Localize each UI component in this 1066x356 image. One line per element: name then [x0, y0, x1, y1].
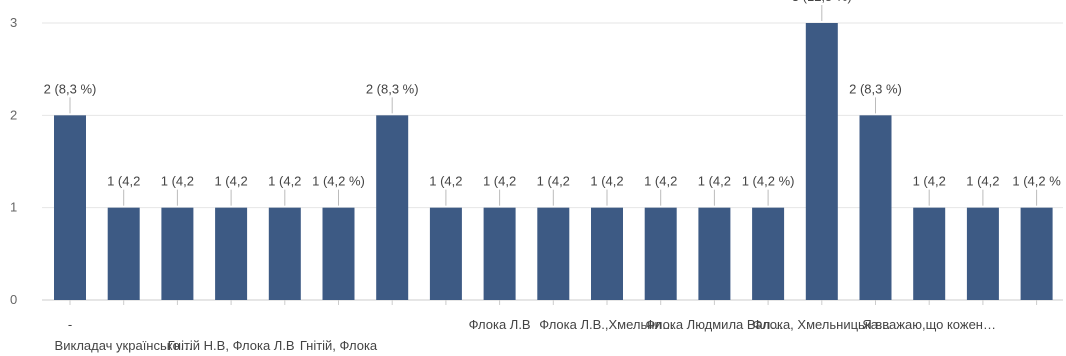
x-tick-label: Флока, Хмельницька…: [753, 317, 891, 332]
y-tick-label: 0: [10, 292, 17, 307]
y-tick-label: 2: [10, 107, 17, 122]
data-label: 3 (12,5 %): [792, 0, 852, 4]
x-tick-label: Я вважаю,що кожен…: [862, 317, 996, 332]
bar: [483, 207, 516, 300]
bar: [322, 207, 355, 300]
data-label: 1 (4,2: [483, 174, 516, 189]
bar: [913, 207, 946, 300]
bar: [268, 207, 301, 300]
data-label: 2 (8,3 %): [44, 81, 97, 96]
y-axis: 0 1 2 3: [10, 15, 17, 307]
bar: [429, 207, 462, 300]
bar: [805, 23, 838, 300]
data-label: 1 (4,2: [268, 174, 301, 189]
x-tick-label: Флока Людмила Вал…: [645, 317, 783, 332]
x-axis: - Викладач українсько…Гнітій Н.В, Флока Л…: [55, 300, 1038, 353]
x-tick-label: -: [68, 317, 72, 332]
bar: [215, 207, 248, 300]
data-label: 1 (4,2: [913, 174, 946, 189]
bar: [1020, 207, 1053, 300]
x-tick-label: Викладач українсько…: [55, 338, 193, 353]
data-label: 1 (4,2: [214, 174, 247, 189]
data-label: 2 (8,3 %): [849, 81, 902, 96]
bar: [161, 207, 194, 300]
data-label: 1 (4,2 %): [742, 174, 795, 189]
bar: [966, 207, 999, 300]
bar: [537, 207, 570, 300]
data-label: 1 (4,2: [698, 174, 731, 189]
bar: [591, 207, 623, 300]
x-tick-label: Гнітій Н.В, Флока Л.В: [168, 338, 295, 353]
bar: [54, 115, 86, 300]
y-tick-label: 3: [10, 15, 17, 30]
data-label: 1 (4,2 %): [312, 174, 365, 189]
data-label: 2 (8,3 %): [366, 81, 419, 96]
bar: [859, 115, 892, 300]
bars: [54, 23, 1053, 300]
data-label: 1 (4,2: [590, 174, 623, 189]
bar: [644, 207, 677, 300]
data-label: 1 (4,2: [966, 174, 999, 189]
bar: [698, 207, 731, 300]
data-label: 1 (4,2: [429, 174, 462, 189]
data-label: 1 (4,2: [644, 174, 677, 189]
bar: [376, 115, 409, 300]
x-tick-label: Гнітій, Флока: [300, 338, 378, 353]
data-label: 1 (4,2 %: [1012, 174, 1061, 189]
bar: [752, 207, 785, 300]
y-tick-label: 1: [10, 200, 17, 215]
data-label: 1 (4,2: [107, 174, 140, 189]
bar: [107, 207, 140, 300]
x-tick-label: Флока Л.В.,Хмельни…: [539, 317, 674, 332]
x-tick-label: Флока Л.В: [469, 317, 531, 332]
data-labels: 2 (8,3 %) 1 (4,2 1 (4,2 1 (4,2 1 (4,2 1 (4,2 …: [44, 0, 1061, 206]
data-label: 1 (4,2: [161, 174, 194, 189]
data-label: 1 (4,2: [537, 174, 570, 189]
